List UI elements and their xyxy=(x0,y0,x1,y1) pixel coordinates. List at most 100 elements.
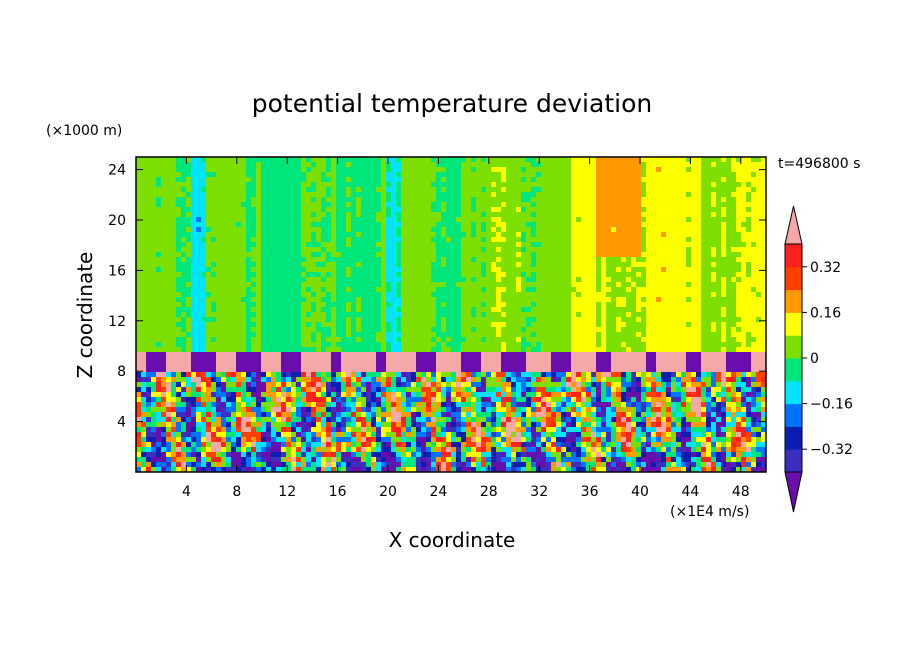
field-cell xyxy=(196,187,202,193)
field-cell xyxy=(606,247,612,253)
field-cell xyxy=(396,232,402,238)
field-cell xyxy=(461,212,467,218)
field-cell xyxy=(411,337,417,343)
field-cell xyxy=(371,182,377,188)
field-cell xyxy=(281,227,287,233)
field-cell xyxy=(471,247,477,253)
field-cell xyxy=(386,237,392,243)
field-cell xyxy=(171,252,177,258)
field-cell xyxy=(281,292,287,298)
field-cell xyxy=(411,162,417,168)
field-cell xyxy=(336,312,342,318)
field-cell xyxy=(506,182,512,188)
field-cell xyxy=(546,332,552,338)
field-cell xyxy=(426,272,432,278)
field-cell xyxy=(411,322,417,328)
field-cell xyxy=(631,167,637,173)
field-cell xyxy=(321,312,327,318)
field-cell xyxy=(606,257,612,263)
field-cell xyxy=(746,327,752,333)
field-cell xyxy=(331,202,337,208)
field-cell xyxy=(761,312,766,318)
field-cell xyxy=(301,297,307,303)
field-cell xyxy=(386,232,392,238)
field-cell xyxy=(366,202,372,208)
field-cell xyxy=(206,217,212,223)
field-cell xyxy=(546,167,552,173)
field-cell xyxy=(291,292,297,298)
field-cell xyxy=(436,267,442,273)
field-cell xyxy=(746,217,752,223)
field-cell xyxy=(656,222,662,228)
field-cell xyxy=(616,307,622,313)
field-cell xyxy=(661,252,667,258)
field-cell xyxy=(411,227,417,233)
field-cell xyxy=(756,232,762,238)
field-cell xyxy=(746,177,752,183)
field-cell xyxy=(456,297,462,303)
field-cell xyxy=(546,212,552,218)
field-cell xyxy=(751,192,757,198)
field-cell xyxy=(156,267,162,273)
field-cell xyxy=(716,272,722,278)
field-cell xyxy=(291,282,297,288)
field-cell xyxy=(216,217,222,223)
field-cell xyxy=(506,307,512,313)
field-cell xyxy=(731,342,737,348)
field-cell xyxy=(711,217,717,223)
field-cell xyxy=(701,202,707,208)
field-cell xyxy=(146,267,152,273)
field-cell xyxy=(481,232,487,238)
field-cell xyxy=(476,297,482,303)
field-cell xyxy=(331,242,337,248)
field-cell xyxy=(701,287,707,293)
field-cell xyxy=(656,302,662,308)
field-cell xyxy=(496,197,502,203)
field-cell xyxy=(276,207,282,213)
field-cell xyxy=(696,257,702,263)
field-cell xyxy=(176,227,182,233)
field-cell xyxy=(311,307,317,313)
field-cell xyxy=(761,307,766,313)
field-cell xyxy=(431,297,437,303)
field-cell xyxy=(401,167,407,173)
field-cell xyxy=(196,202,202,208)
field-cell xyxy=(631,242,637,248)
field-cell xyxy=(476,257,482,263)
field-cell xyxy=(736,287,742,293)
field-cell xyxy=(551,347,557,353)
field-cell xyxy=(386,252,392,258)
field-cell xyxy=(216,237,222,243)
field-cell xyxy=(286,217,292,223)
field-cell xyxy=(436,262,442,268)
field-cell xyxy=(541,252,547,258)
field-cell xyxy=(731,197,737,203)
field-cell xyxy=(276,172,282,178)
field-cell xyxy=(371,222,377,228)
field-cell xyxy=(386,287,392,293)
field-cell xyxy=(691,222,697,228)
field-cell xyxy=(376,317,382,323)
field-cell xyxy=(421,337,427,343)
field-cell xyxy=(726,162,732,168)
field-cell xyxy=(646,277,652,283)
field-cell xyxy=(656,187,662,193)
field-cell xyxy=(651,312,657,318)
field-cell xyxy=(281,187,287,193)
field-cell xyxy=(716,212,722,218)
field-cell xyxy=(326,347,332,353)
field-cell xyxy=(616,182,622,188)
field-cell xyxy=(336,197,342,203)
field-cell xyxy=(386,277,392,283)
field-cell xyxy=(756,197,762,203)
field-cell xyxy=(361,267,367,273)
field-cell xyxy=(606,267,612,273)
field-cell xyxy=(471,267,477,273)
field-cell xyxy=(136,272,142,278)
field-cell xyxy=(241,317,247,323)
field-cell xyxy=(411,327,417,333)
field-cell xyxy=(521,282,527,288)
field-cell xyxy=(711,172,717,178)
field-cell xyxy=(726,222,732,228)
field-cell xyxy=(531,317,537,323)
